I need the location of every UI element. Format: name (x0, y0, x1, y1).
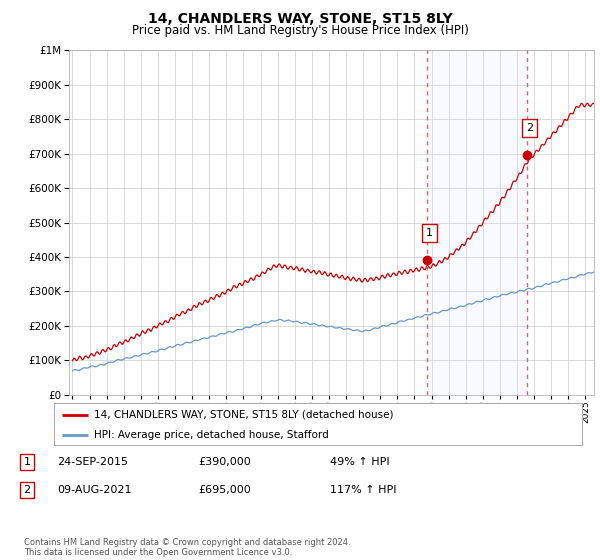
Text: 2: 2 (526, 123, 533, 133)
Text: 14, CHANDLERS WAY, STONE, ST15 8LY: 14, CHANDLERS WAY, STONE, ST15 8LY (148, 12, 452, 26)
Bar (427, 50, 527, 395)
Text: Price paid vs. HM Land Registry's House Price Index (HPI): Price paid vs. HM Land Registry's House … (131, 24, 469, 36)
Text: 09-AUG-2021: 09-AUG-2021 (57, 485, 131, 495)
Text: 1: 1 (23, 457, 31, 467)
Text: Contains HM Land Registry data © Crown copyright and database right 2024.
This d: Contains HM Land Registry data © Crown c… (24, 538, 350, 557)
Text: 2: 2 (23, 485, 31, 495)
Text: £390,000: £390,000 (198, 457, 251, 467)
Text: 14, CHANDLERS WAY, STONE, ST15 8LY (detached house): 14, CHANDLERS WAY, STONE, ST15 8LY (deta… (94, 410, 393, 420)
Text: 49% ↑ HPI: 49% ↑ HPI (330, 457, 389, 467)
Text: 1: 1 (426, 228, 433, 238)
Text: 24-SEP-2015: 24-SEP-2015 (57, 457, 128, 467)
Text: £695,000: £695,000 (198, 485, 251, 495)
Text: HPI: Average price, detached house, Stafford: HPI: Average price, detached house, Staf… (94, 430, 328, 440)
Text: 117% ↑ HPI: 117% ↑ HPI (330, 485, 397, 495)
